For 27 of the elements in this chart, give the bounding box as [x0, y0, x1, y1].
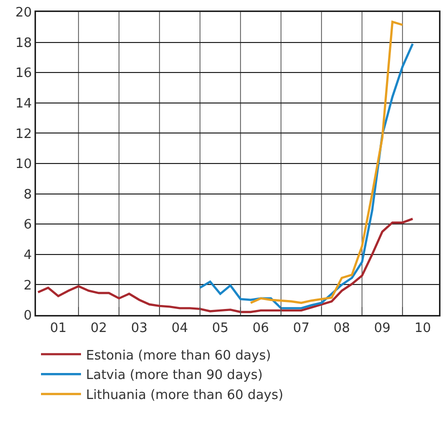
y-tick-label: 10 — [15, 157, 32, 172]
y-tick-label: 18 — [15, 36, 32, 51]
legend-label: Lithuania (more than 60 days) — [86, 388, 284, 404]
x-tick-label: 10 — [414, 321, 432, 336]
y-tick-label: 0 — [24, 308, 32, 324]
x-tick-label: 09 — [374, 321, 391, 336]
legend-label: Estonia (more than 60 days) — [86, 348, 271, 364]
line-series — [36, 218, 414, 314]
y-tick-label: 16 — [15, 66, 32, 82]
y-tick-label: 6 — [24, 218, 32, 233]
legend-label: Latvia (more than 90 days) — [86, 368, 263, 384]
x-tick-label: 01 — [50, 321, 67, 336]
y-tick-label: 2 — [24, 278, 32, 294]
y-tick-label: 8 — [24, 187, 32, 202]
line-series — [250, 20, 404, 304]
y-tick-label: 14 — [15, 96, 32, 112]
x-tick-label: 03 — [131, 321, 148, 336]
y-tick-label: 20 — [15, 6, 32, 21]
x-tick-label: 06 — [252, 321, 270, 336]
y-tick-label: 12 — [15, 126, 32, 142]
y-tick-label: 4 — [24, 248, 32, 263]
line-series — [198, 42, 414, 310]
x-tick-label: 02 — [90, 321, 108, 336]
x-tick-label: 05 — [212, 321, 229, 336]
x-tick-label: 04 — [172, 321, 188, 336]
x-tick-label: 08 — [334, 321, 350, 336]
x-tick-label: 07 — [293, 321, 310, 336]
